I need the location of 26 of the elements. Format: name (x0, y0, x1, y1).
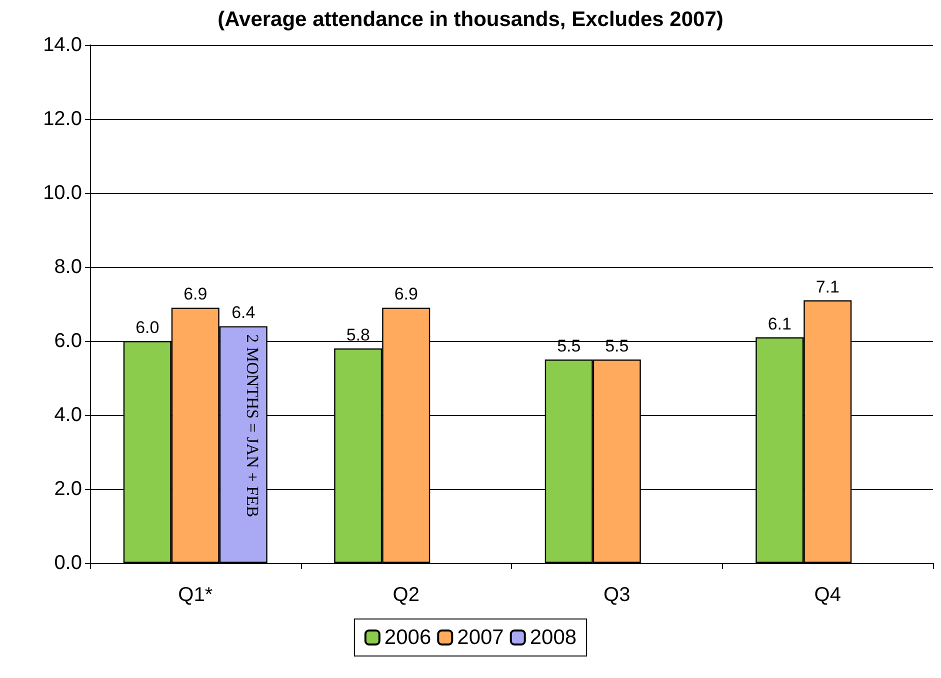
data-label: 5.5 (557, 336, 581, 356)
data-label: 7.1 (816, 277, 840, 296)
data-label: 5.5 (605, 336, 629, 356)
chart-title: (Average attendance in thousands, Excludes 2007) (218, 8, 724, 31)
data-label: 6.4 (232, 303, 256, 322)
data-label: 6.0 (136, 318, 160, 337)
legend-label: 2006 (384, 626, 432, 649)
y-tick-label: 8.0 (54, 256, 82, 278)
data-label: 5.8 (346, 325, 370, 344)
x-tick-label: Q1* (178, 584, 213, 606)
x-tick-label: Q3 (604, 584, 630, 606)
y-tick-label: 2.0 (54, 478, 82, 500)
x-tick-label: Q2 (392, 584, 420, 606)
y-tick-label: 6.0 (54, 330, 82, 352)
legend-label: 2008 (530, 626, 577, 649)
x-tick-label: Q4 (814, 584, 841, 606)
annotation: 2 MONTHS = JAN + FEB (242, 334, 262, 518)
data-label: 6.1 (768, 314, 792, 334)
y-tick-label: 10.0 (43, 182, 82, 204)
y-tick-label: 4.0 (54, 404, 82, 426)
y-tick-label: 0.0 (54, 552, 82, 574)
y-tick-label: 14.0 (43, 34, 82, 56)
legend-label: 2007 (457, 626, 504, 649)
data-label: 6.9 (394, 284, 418, 304)
y-tick-label: 12.0 (43, 108, 82, 130)
data-label: 6.9 (184, 284, 208, 304)
